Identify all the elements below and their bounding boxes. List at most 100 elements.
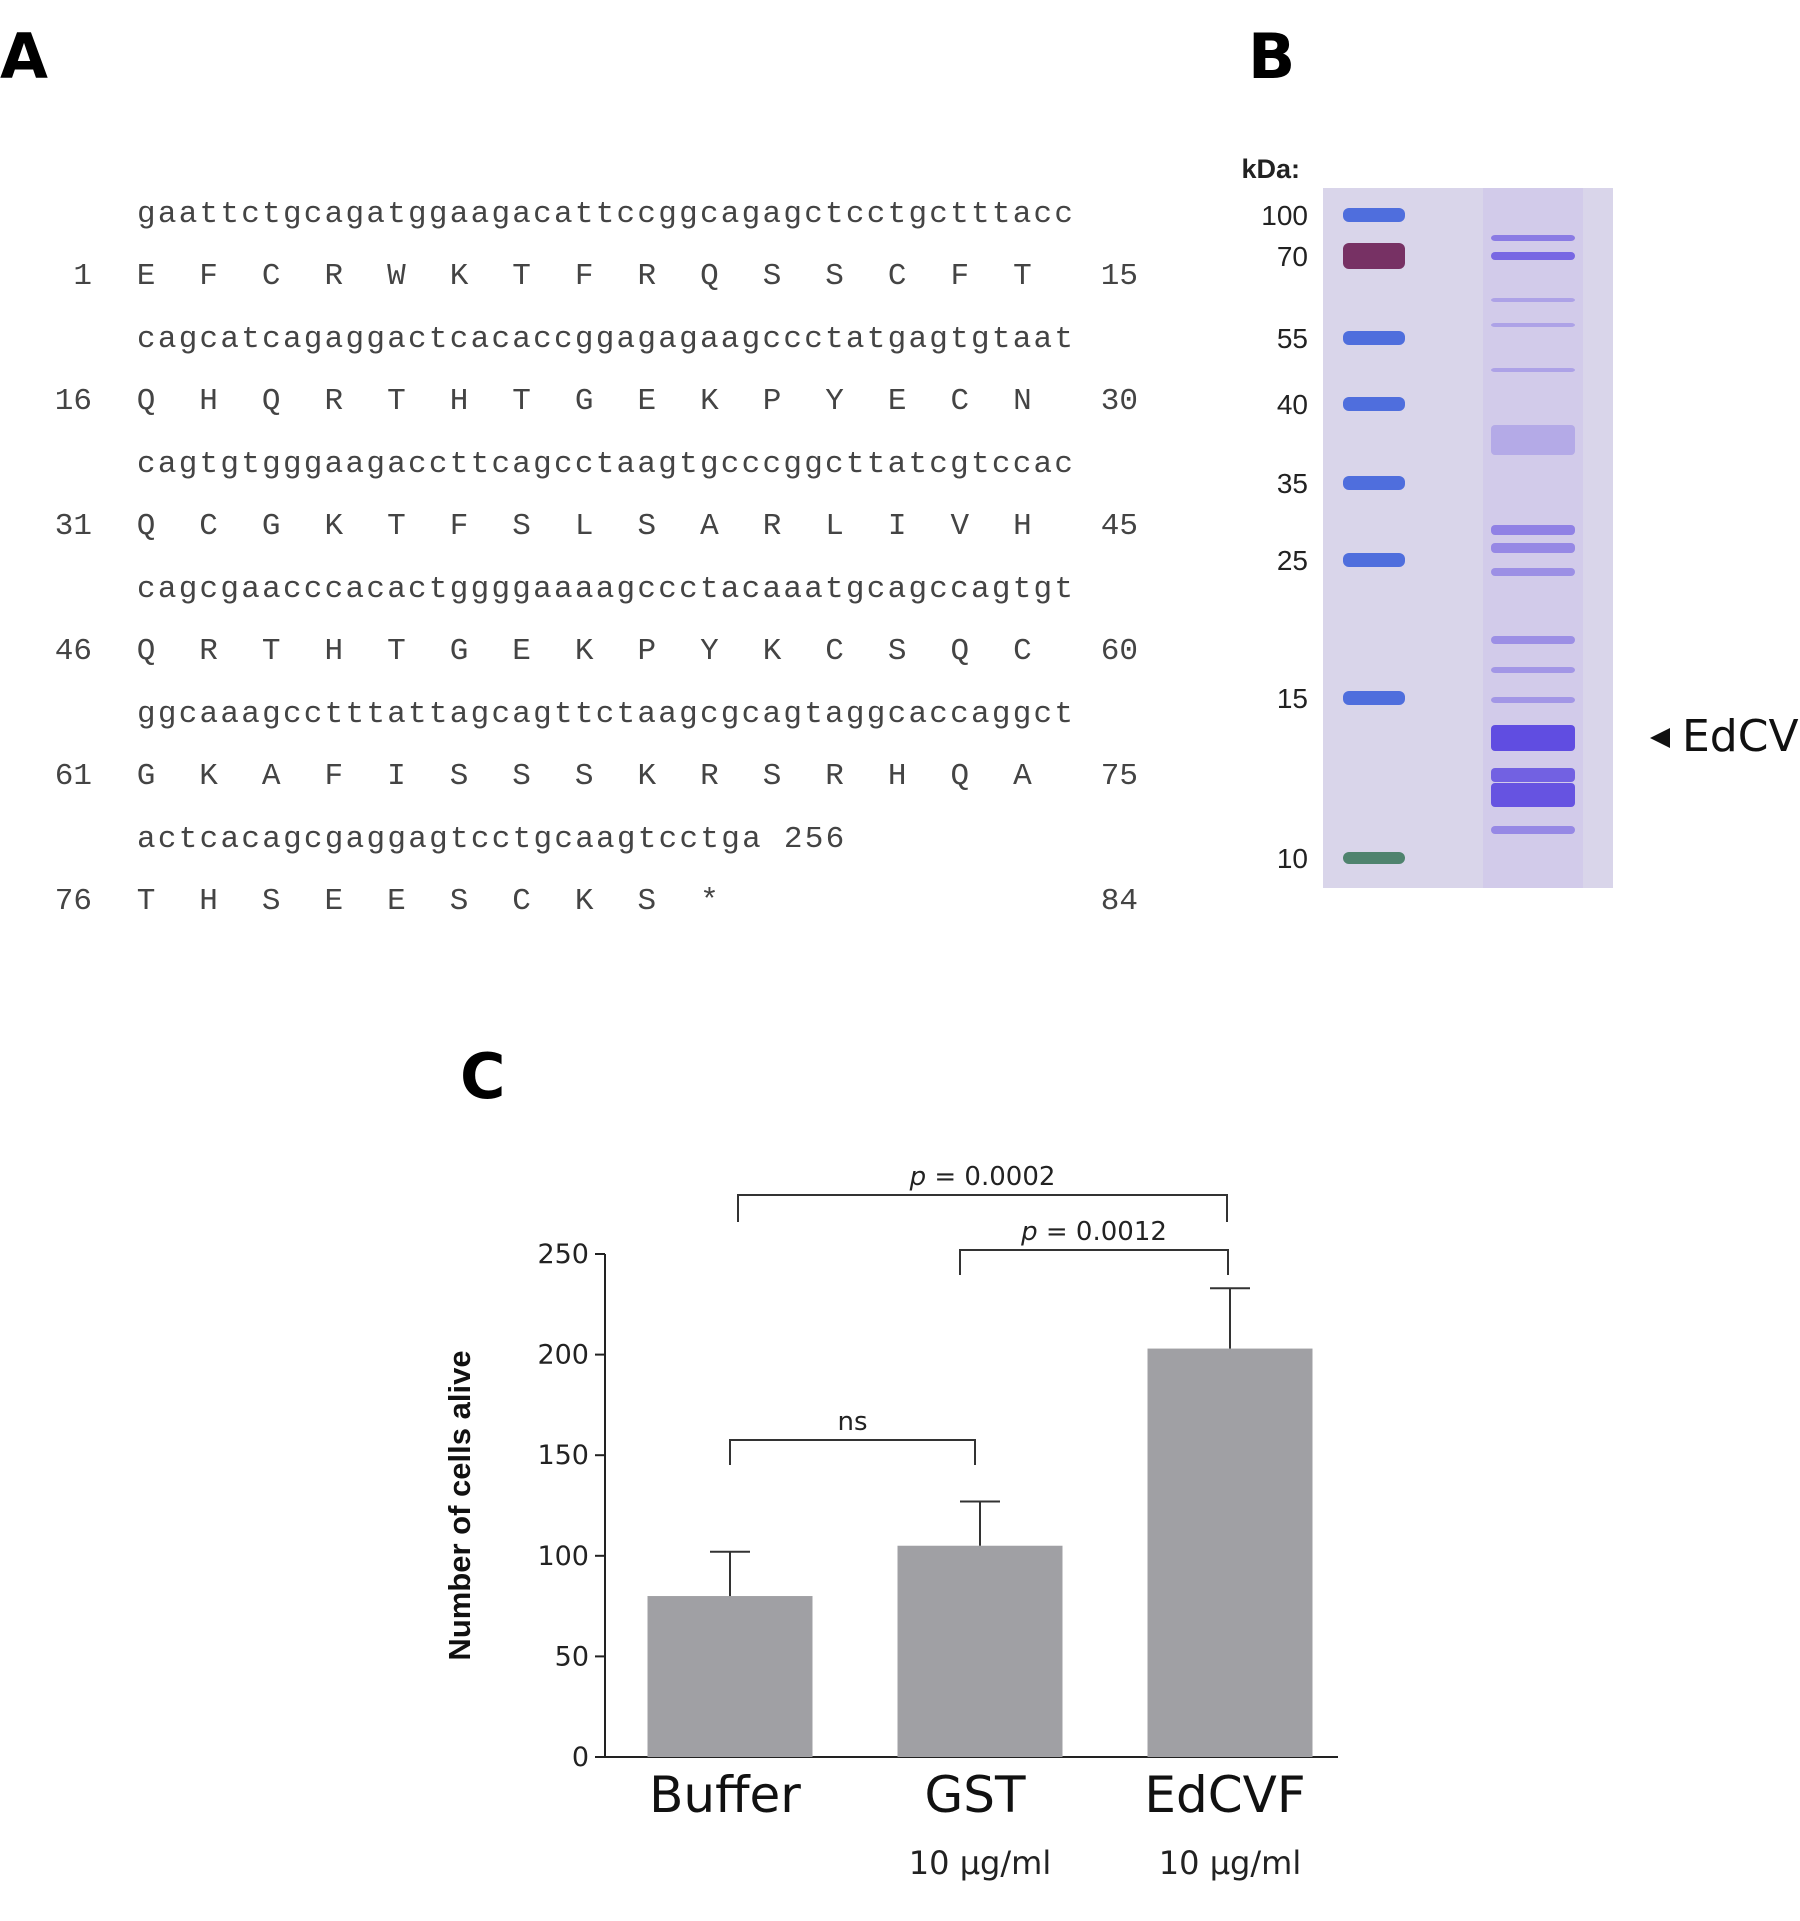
arrow-icon (1650, 728, 1670, 748)
amino-acid: G (262, 509, 281, 544)
amino-acid: R (825, 759, 844, 794)
residue-start-number: 16 (55, 384, 92, 419)
sample-band (1491, 252, 1575, 260)
residue-start-number: 31 (55, 509, 92, 544)
amino-acid: Q (950, 759, 969, 794)
marker-label: 55 (1277, 323, 1308, 354)
marker-band (1343, 852, 1405, 864)
amino-acid: L (575, 509, 594, 544)
amino-acid: I (888, 509, 907, 544)
amino-acid: R (763, 509, 782, 544)
amino-acid: V (950, 509, 969, 544)
amino-acid: T (512, 384, 531, 419)
amino-acid: S (575, 759, 594, 794)
marker-band (1343, 476, 1405, 490)
amino-acid: T (262, 634, 281, 669)
amino-acid: H (199, 884, 218, 919)
amino-acid: C (950, 384, 969, 419)
sample-band (1491, 525, 1575, 535)
amino-acid: Q (262, 384, 281, 419)
amino-acid: S (825, 259, 844, 294)
residue-end-number: 15 (1101, 259, 1138, 294)
marker-band (1343, 397, 1405, 411)
significance-label: ns (837, 1407, 867, 1437)
amino-acid: R (700, 759, 719, 794)
bar (1147, 1348, 1313, 1757)
panel-label-b: B (1248, 20, 1296, 93)
marker-band (1343, 691, 1405, 705)
amino-acid: E (387, 884, 406, 919)
residue-start-number: 61 (55, 759, 92, 794)
amino-acid: S (262, 884, 281, 919)
amino-acid: W (387, 259, 406, 294)
amino-acid: R (324, 259, 343, 294)
residue-start-number: 1 (73, 259, 92, 294)
amino-acid: G (450, 634, 469, 669)
significance-label: p = 0.0002 (909, 1162, 1056, 1192)
bar (647, 1596, 813, 1757)
amino-acid: G (575, 384, 594, 419)
amino-acid: H (1013, 509, 1032, 544)
sample-band (1491, 298, 1575, 302)
amino-acid: Y (700, 634, 719, 669)
amino-acid: S (637, 884, 656, 919)
amino-acid: C (199, 509, 218, 544)
residue-end-number: 30 (1101, 384, 1138, 419)
amino-acid: L (825, 509, 844, 544)
amino-acid: F (324, 759, 343, 794)
amino-acid: F (199, 259, 218, 294)
marker-label: 40 (1277, 389, 1308, 420)
sample-band (1491, 667, 1575, 673)
dna-sequence-line: cagtgtgggaagaccttcagcctaagtgcccggcttatcg… (137, 447, 1073, 482)
y-tick-label: 100 (537, 1541, 589, 1572)
amino-acid: A (262, 759, 281, 794)
amino-acid: E (137, 259, 156, 294)
marker-label: 10 (1277, 843, 1308, 874)
sample-band (1491, 636, 1575, 644)
amino-acid: C (512, 884, 531, 919)
amino-acid: Q (137, 634, 156, 669)
amino-acid: T (387, 634, 406, 669)
amino-acid: A (1013, 759, 1032, 794)
significance-label: p = 0.0012 (1020, 1217, 1167, 1247)
marker-label: 100 (1261, 200, 1308, 231)
amino-acid: S (512, 759, 531, 794)
amino-acid: H (199, 384, 218, 419)
category-sublabel: 10 µg/ml (909, 1844, 1051, 1882)
amino-acid: T (387, 509, 406, 544)
y-tick-label: 250 (537, 1239, 589, 1270)
marker-band (1343, 331, 1405, 345)
sample-band (1491, 568, 1575, 576)
marker-band (1343, 208, 1405, 222)
amino-acid: S (763, 259, 782, 294)
amino-acid: Q (700, 259, 719, 294)
y-tick-label: 200 (537, 1340, 589, 1371)
amino-acid: R (199, 634, 218, 669)
marker-label: 25 (1277, 545, 1308, 576)
amino-acid: Q (137, 509, 156, 544)
amino-acid: K (763, 634, 782, 669)
sample-band (1491, 768, 1575, 782)
dna-sequence-line: cagcgaacccacactggggaaaagccctacaaatgcagcc… (137, 572, 1073, 607)
significance-bracket (729, 1439, 976, 1465)
sample-band (1491, 323, 1575, 327)
dna-sequence-line: ggcaaagcctttattagcagttctaagcgcagtaggcacc… (137, 697, 1073, 732)
marker-band (1343, 553, 1405, 567)
marker-label: 70 (1277, 241, 1308, 272)
amino-acid: K (637, 759, 656, 794)
amino-acid: I (387, 759, 406, 794)
residue-end-number: 75 (1101, 759, 1138, 794)
amino-acid: H (888, 759, 907, 794)
amino-acid: E (324, 884, 343, 919)
amino-acid: R (324, 384, 343, 419)
amino-acid: S (888, 634, 907, 669)
kda-unit-label: kDa: (1241, 154, 1300, 184)
amino-acid: C (262, 259, 281, 294)
amino-acid: F (950, 259, 969, 294)
category-label: Buffer (649, 1766, 801, 1824)
sample-band (1491, 235, 1575, 241)
y-tick-label: 150 (537, 1440, 589, 1471)
amino-acid: P (637, 634, 656, 669)
amino-acid: K (575, 884, 594, 919)
residue-start-number: 46 (55, 634, 92, 669)
